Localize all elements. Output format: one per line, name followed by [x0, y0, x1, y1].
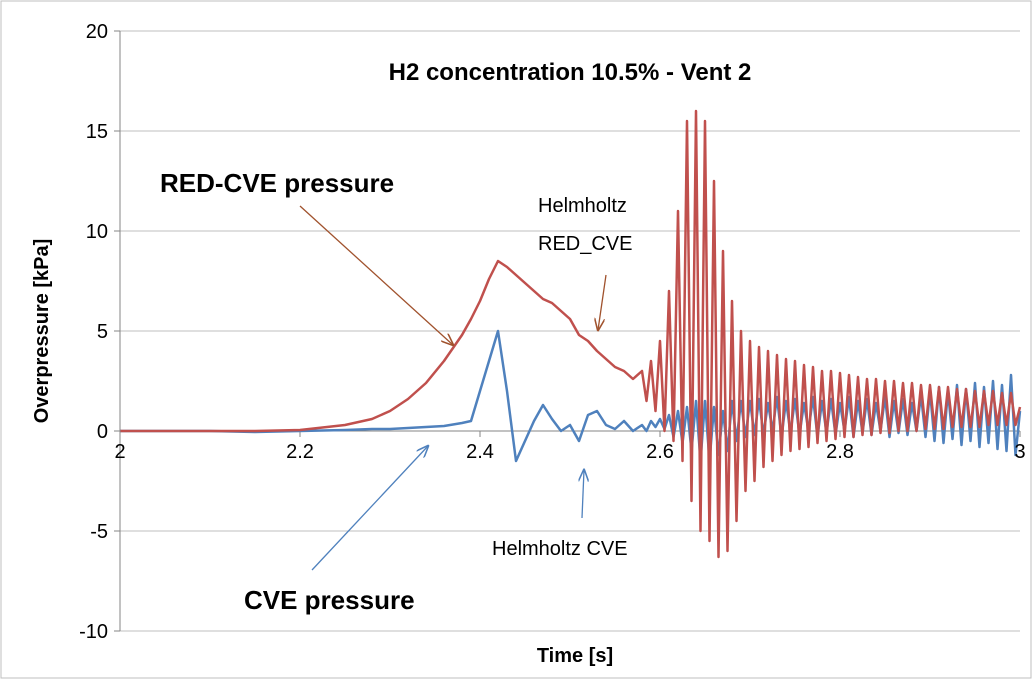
annotation: RED-CVE pressure	[160, 168, 394, 198]
x-tick-label: 2.4	[466, 441, 494, 463]
y-tick-label: 5	[97, 321, 108, 343]
annotation: RED_CVE	[538, 233, 632, 255]
annotation: CVE pressure	[244, 585, 415, 615]
x-tick-label: 2	[114, 441, 125, 463]
y-tick-label: -10	[79, 621, 108, 643]
y-tick-label: 10	[86, 221, 108, 243]
plot	[120, 109, 1022, 559]
chart-title: H2 concentration 10.5% - Vent 2	[389, 59, 752, 86]
x-tick-label: 2.2	[286, 441, 314, 463]
y-tick-label: -5	[90, 521, 108, 543]
y-tick-label: 15	[86, 121, 108, 143]
y-tick-label: 20	[86, 21, 108, 43]
x-tick-label: 3	[1014, 441, 1025, 463]
annotation-arrow	[582, 470, 584, 519]
annotation-arrow	[311, 446, 428, 571]
x-axis-title: Time [s]	[537, 645, 613, 667]
series-line	[120, 109, 1022, 559]
annotation-arrow	[598, 274, 607, 330]
y-tick-label: 0	[97, 421, 108, 443]
y-axis-title: Overpressure [kPa]	[31, 239, 53, 424]
x-tick-label: 2.6	[646, 441, 674, 463]
annotation: Helmholtz CVE	[492, 538, 628, 560]
annotation-arrow	[299, 205, 453, 345]
annotation: Helmholtz	[538, 195, 627, 217]
x-tick-label: 2.8	[826, 441, 854, 463]
